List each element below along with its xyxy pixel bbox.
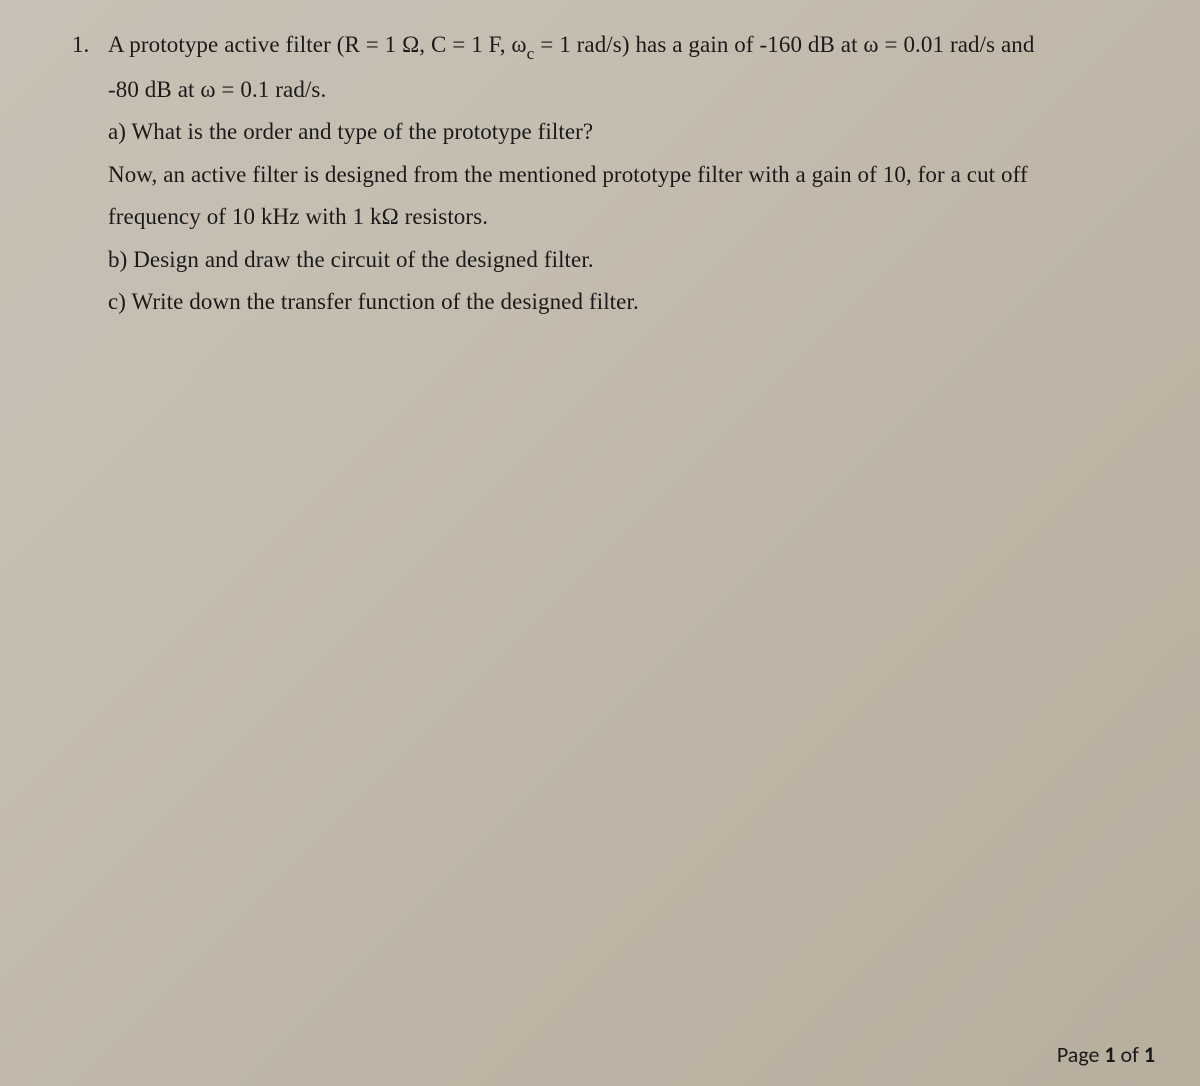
omega-subscript-c: c: [527, 44, 535, 63]
footer-total-pages: 1: [1144, 1041, 1155, 1068]
middle-line-2: frequency of 10 kHz with 1 kΩ resistors.: [108, 196, 1128, 239]
part-c: c) Write down the transfer function of t…: [108, 281, 1128, 324]
middle-line-1: Now, an active filter is designed from t…: [108, 154, 1128, 197]
question-number: 1.: [72, 24, 94, 67]
question-block: 1. A prototype active filter (R = 1 Ω, C…: [72, 24, 1128, 324]
footer-middle: of: [1116, 1041, 1144, 1068]
question-body: A prototype active filter (R = 1 Ω, C = …: [108, 24, 1128, 324]
page-footer: Page 1 of 1: [1057, 1041, 1155, 1068]
footer-prefix: Page: [1057, 1041, 1105, 1068]
footer-current-page: 1: [1104, 1041, 1115, 1068]
intro-text-1a: A prototype active filter (R = 1 Ω, C = …: [108, 32, 527, 57]
page-content: 1. A prototype active filter (R = 1 Ω, C…: [0, 0, 1200, 324]
intro-text-1b: = 1 rad/s) has a gain of -160 dB at ω = …: [534, 32, 1034, 57]
part-b: b) Design and draw the circuit of the de…: [108, 239, 1128, 282]
intro-line-2: -80 dB at ω = 0.1 rad/s.: [108, 69, 1128, 112]
intro-line-1: A prototype active filter (R = 1 Ω, C = …: [108, 24, 1128, 69]
part-a: a) What is the order and type of the pro…: [108, 111, 1128, 154]
